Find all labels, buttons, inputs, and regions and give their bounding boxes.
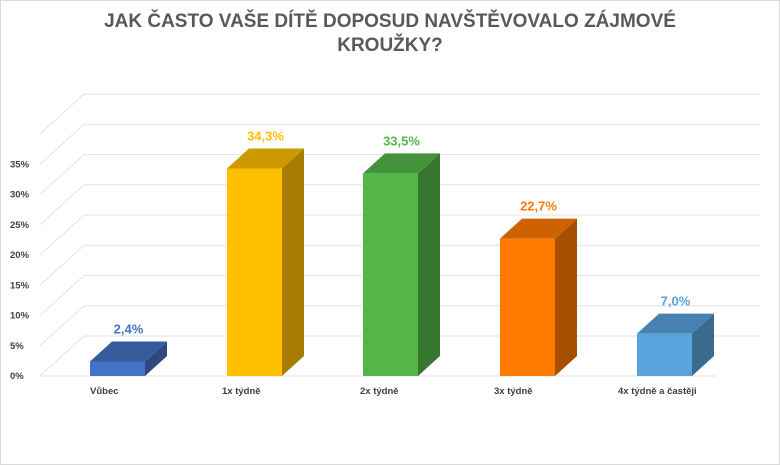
x-tick-label: 1x týdně xyxy=(222,386,261,397)
y-tick-label: 20% xyxy=(10,250,30,261)
bar-top xyxy=(637,313,714,334)
y-tick-label: 10% xyxy=(10,311,30,322)
bar-top xyxy=(90,341,167,362)
y-tick-label: 30% xyxy=(10,190,30,201)
chart-title: JAK ČASTO VAŠE DÍTĚ DOPOSUD NAVŠTĚVOVALO… xyxy=(104,11,676,56)
gridline-depth xyxy=(39,275,85,316)
bar-top xyxy=(227,148,304,169)
data-label: 22,7% xyxy=(520,199,557,214)
gridline-depth xyxy=(39,244,85,286)
bar-top xyxy=(363,153,440,174)
bar-side xyxy=(145,341,167,376)
data-label: 7,0% xyxy=(661,294,691,309)
gridline-depth xyxy=(39,154,85,195)
bar xyxy=(500,238,555,376)
y-tick-label: 35% xyxy=(10,159,30,170)
bar-side xyxy=(418,153,440,376)
x-tick-label: 4x týdně a častěji xyxy=(618,386,697,397)
bar-side xyxy=(282,148,304,376)
y-tick-label: 25% xyxy=(10,220,30,231)
bar-side xyxy=(555,218,577,376)
gridline-depth xyxy=(39,335,85,377)
bar xyxy=(363,173,418,376)
bar xyxy=(90,361,145,376)
bar xyxy=(637,333,692,376)
y-tick-label: 5% xyxy=(10,341,24,352)
x-tick-label: 3x týdně xyxy=(494,386,533,397)
bar-side xyxy=(692,313,714,376)
gridline-depth xyxy=(39,123,85,165)
data-label: 33,5% xyxy=(383,133,420,148)
data-label: 2,4% xyxy=(114,321,144,336)
x-tick-label: 2x týdně xyxy=(360,386,399,397)
x-tick-label: Vůbec xyxy=(90,386,119,397)
gridline-depth xyxy=(39,184,85,226)
data-label: 34,3% xyxy=(247,128,284,143)
bar xyxy=(227,168,282,376)
gridline-depth xyxy=(39,93,85,135)
gridline-depth xyxy=(39,305,85,347)
gridline-depth xyxy=(39,214,85,256)
y-tick-label: 0% xyxy=(10,371,24,382)
y-tick-label: 15% xyxy=(10,280,30,291)
bar-top xyxy=(500,218,577,239)
